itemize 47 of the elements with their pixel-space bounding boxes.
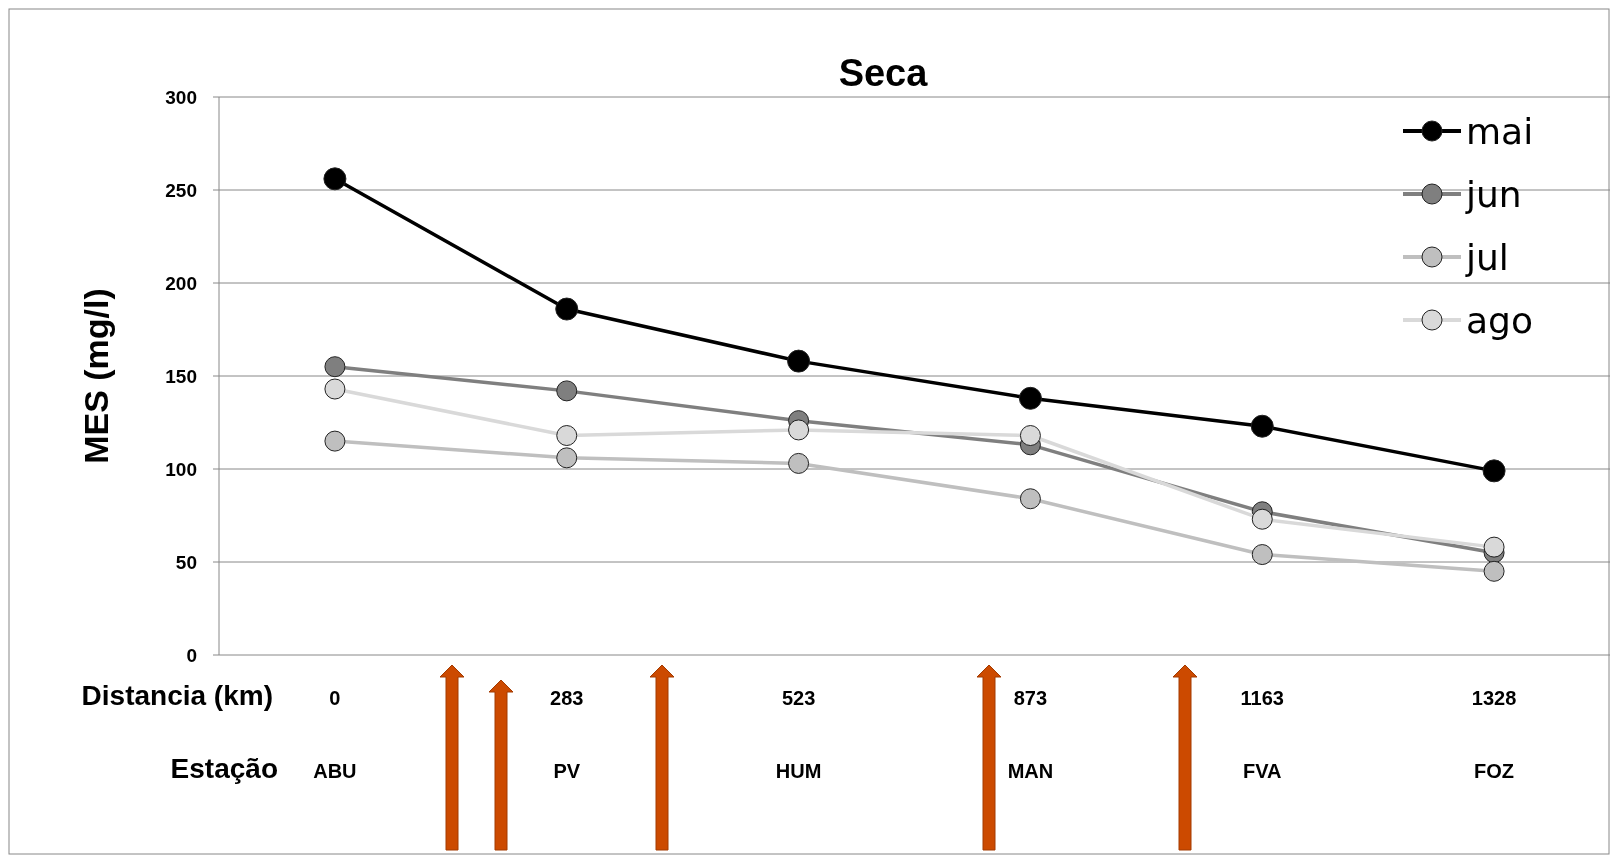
point <box>556 380 578 402</box>
x-tick-label: FOZ <box>1474 760 1515 782</box>
chart-title: Seca <box>838 52 929 94</box>
legend-label: jun <box>1465 173 1522 215</box>
point <box>323 167 347 191</box>
point <box>324 378 346 400</box>
text: 1163 <box>1240 687 1284 709</box>
x-tick-label: HUM <box>775 760 822 782</box>
y-axis-title: MES (mg/l) <box>77 288 115 464</box>
legend-label: jul <box>1465 236 1509 278</box>
point <box>324 356 346 378</box>
text: 283 <box>550 687 584 709</box>
text: 873 <box>1013 687 1048 709</box>
x-tick-label: MAN <box>1007 760 1054 782</box>
point <box>1251 544 1273 566</box>
point <box>1019 425 1041 446</box>
y-tick-label: 250 <box>165 179 197 201</box>
point <box>788 419 810 441</box>
y-tick-label: 300 <box>165 86 197 108</box>
text: Distancia (km) <box>81 680 273 711</box>
y-tick-label: 50 <box>175 551 197 573</box>
point <box>1018 386 1042 410</box>
y-tick-label: 0 <box>186 644 197 666</box>
text: 0 <box>329 687 341 709</box>
point <box>1251 508 1273 530</box>
text: 523 <box>781 687 816 709</box>
point <box>1483 536 1505 558</box>
point <box>556 447 578 469</box>
x-axis-title: Estação <box>170 753 278 784</box>
legend-label: ago <box>1466 299 1533 341</box>
x-tick-label: FVA <box>1242 760 1282 782</box>
y-tick-label: 100 <box>165 458 197 480</box>
point <box>324 430 346 452</box>
point <box>788 452 810 474</box>
legend-label: mai <box>1466 110 1534 152</box>
point <box>787 349 811 373</box>
x-tick-label: PV <box>553 760 581 782</box>
point <box>1250 414 1274 438</box>
point <box>1019 488 1041 510</box>
y-tick-label: 150 <box>165 365 197 387</box>
point <box>1483 560 1505 582</box>
y-tick-label: 200 <box>165 272 197 294</box>
point <box>555 297 579 321</box>
point <box>556 425 578 446</box>
x-tick-label: ABU <box>313 760 357 782</box>
point <box>1482 459 1506 483</box>
text: 1328 <box>1471 687 1517 709</box>
